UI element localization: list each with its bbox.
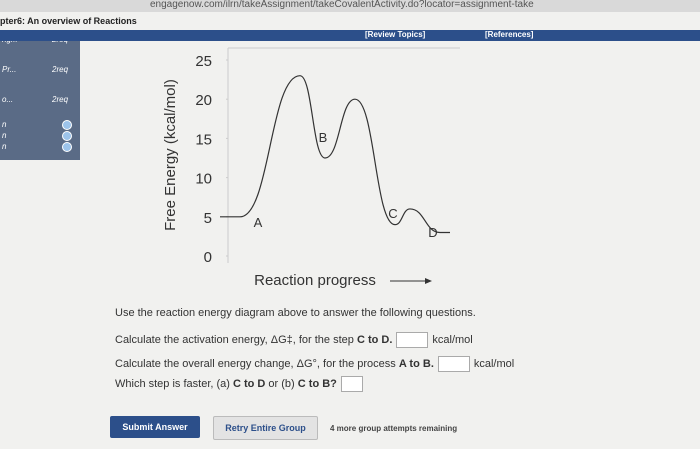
- sidebar-item[interactable]: Pr... 2req: [0, 65, 80, 91]
- item-name: Pr...: [2, 65, 17, 74]
- question-3: Which step is faster, (a) C to D or (b) …: [115, 376, 367, 392]
- point-label: B: [319, 130, 328, 145]
- submit-button[interactable]: Submit Answer: [110, 416, 200, 438]
- status-icon: [62, 131, 72, 141]
- item-status: 2req: [52, 65, 69, 74]
- y-tick-label: 10: [195, 171, 212, 188]
- energy-diagram: Free Energy (kcal/mol) Reaction progress…: [162, 47, 460, 289]
- x-axis-label: Reaction progress: [254, 272, 376, 289]
- answer-input[interactable]: [437, 356, 470, 372]
- item-name: n: [2, 131, 7, 140]
- sidebar-item[interactable]: n: [0, 120, 80, 146]
- select[interactable]: [340, 376, 363, 392]
- y-tick-label: 25: [195, 53, 212, 70]
- intro: Use the reaction energy diagram above to…: [115, 307, 476, 319]
- answer-input[interactable]: [396, 332, 429, 348]
- references-link[interactable]: [References]: [485, 30, 534, 39]
- point-label: C: [388, 206, 397, 221]
- item-name: n: [2, 142, 7, 151]
- sidebar-item[interactable]: n: [0, 142, 80, 168]
- review-link[interactable]: [Review Topics]: [365, 30, 426, 39]
- retry-button[interactable]: Retry Entire Group: [213, 416, 318, 440]
- item-status: 2req: [52, 95, 69, 104]
- question-2: Calculate the overall energy change, ΔG°…: [115, 356, 514, 372]
- status-icon: [62, 142, 72, 152]
- address-bar[interactable]: engagenow.com/ilrn/takeAssignment/takeCo…: [0, 0, 700, 12]
- energy-curve: [220, 75, 450, 234]
- sidebar-item[interactable]: o... 2req: [0, 95, 80, 121]
- question-1: Calculate the activation energy, ΔG‡, fo…: [115, 332, 473, 348]
- attempts: 4 more group attempts remaining: [330, 424, 458, 433]
- sidebar-item[interactable]: n: [0, 131, 80, 157]
- y-axis-label: Free Energy (kcal/mol): [162, 79, 179, 231]
- assignment-title: pter6: An overview of Reactions: [0, 16, 137, 26]
- item-name: o...: [2, 95, 14, 104]
- y-tick-label: 15: [195, 131, 212, 148]
- y-tick-label: 5: [204, 210, 212, 227]
- point-label: A: [254, 215, 263, 230]
- header-bar: [Review Topics] [References]: [0, 30, 700, 41]
- point-label: D: [428, 225, 437, 240]
- y-tick-label: 0: [204, 249, 212, 266]
- y-tick-label: 20: [195, 92, 212, 109]
- status-icon: [62, 120, 72, 130]
- item-name: n: [2, 120, 7, 129]
